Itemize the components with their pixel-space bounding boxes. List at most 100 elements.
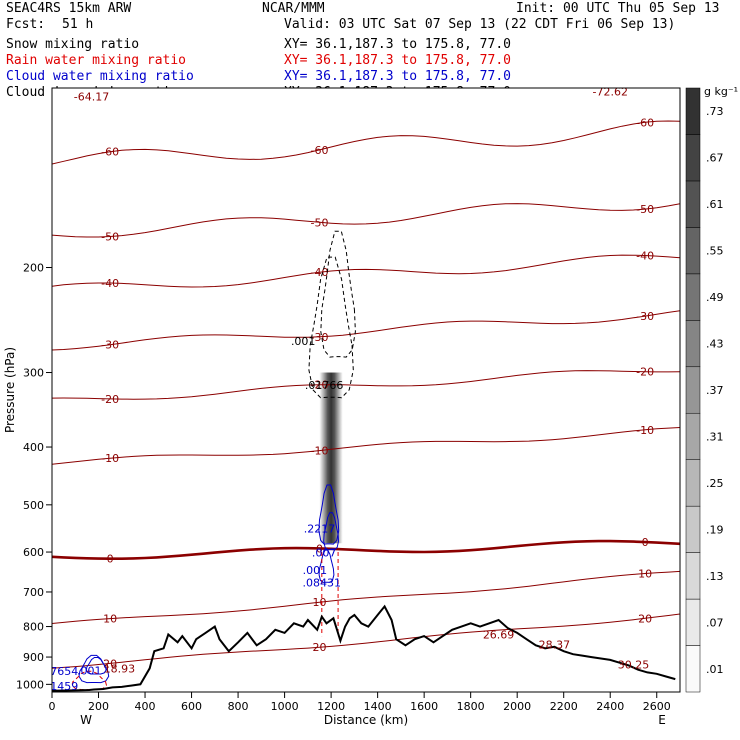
isotherm-label: 20: [312, 641, 326, 654]
cloud-water-contour: [85, 657, 107, 675]
isotherm-label: 10: [103, 613, 117, 626]
maximum-label: .01459: [40, 680, 79, 693]
isotherm-label: -40: [636, 250, 654, 263]
colorbar-label: .61: [706, 198, 724, 211]
isotherm-line: [52, 613, 680, 669]
x-tick-label: 600: [181, 700, 202, 713]
west-endpoint-label: W: [80, 713, 92, 727]
isotherm-label: -20: [101, 393, 119, 406]
isotherm-line: [52, 370, 680, 400]
colorbar-label: .55: [706, 245, 724, 258]
plot-area: [52, 88, 680, 692]
isotherm-label: -50: [310, 216, 328, 229]
colorbar-unit: g kg⁻¹: [704, 85, 738, 98]
isotherm-label: -20: [636, 366, 654, 379]
colorbar-swatch: [685, 552, 701, 600]
x-tick-label: 2400: [596, 700, 624, 713]
x-tick-label: 1600: [410, 700, 438, 713]
isotherm-label: 20: [103, 657, 117, 670]
valid-time: Valid: 03 UTC Sat 07 Sep 13 (22 CDT Fri …: [284, 17, 675, 32]
forecast-label: Fcst:: [6, 17, 45, 32]
y-tick-label: 500: [23, 499, 44, 512]
legend-entry-xy: XY= 36.1,187.3 to 175.8, 77.0: [284, 37, 511, 52]
x-tick-label: 0: [49, 700, 56, 713]
colorbar-label: .37: [706, 384, 724, 397]
isotherm-label: -50: [636, 203, 654, 216]
terrain-line: [52, 604, 676, 692]
east-endpoint-label: E: [658, 713, 666, 727]
init-time: Init: 00 UTC Thu 05 Sep 13: [516, 1, 720, 16]
x-tick-label: 200: [88, 700, 109, 713]
maximum-label: -64.17: [74, 91, 109, 104]
x-tick-label: 400: [135, 700, 156, 713]
legend-entry-xy: XY= 36.1,187.3 to 175.8, 77.0: [284, 69, 511, 84]
y-tick-label: 400: [23, 441, 44, 454]
colorbar: .01 .07 .13 .19 .25 .31 .37 .43 .49 .55 .61 .67 .73: [685, 87, 724, 693]
colorbar-swatch: [685, 598, 701, 646]
isotherm-label: -60: [636, 116, 654, 129]
isotherm-label: 0: [107, 553, 114, 566]
legend-entry-xy: XY= 36.1,187.3 to 175.8, 77.0: [284, 53, 511, 68]
isotherm-label: -10: [101, 452, 119, 465]
isotherm-line: [52, 427, 680, 465]
x-tick-label: 1400: [364, 700, 392, 713]
isotherm-line: [52, 254, 680, 288]
isotherm-line: [52, 310, 680, 351]
x-tick-label: 2200: [550, 700, 578, 713]
colorbar-swatch: [685, 645, 701, 693]
org-title: NCAR/MMM: [262, 1, 325, 16]
y-tick-label: 200: [23, 262, 44, 275]
isotherm-label: -60: [101, 146, 119, 159]
colorbar-swatch: [685, 134, 701, 182]
isotherm-label: -30: [310, 331, 328, 344]
colorbar-label: .31: [706, 430, 724, 443]
isotherm-label: -50: [101, 231, 119, 244]
colorbar-swatch: [685, 180, 701, 228]
colorbar-label: .67: [706, 152, 724, 165]
isotherm-line: [52, 539, 680, 560]
plot-frame: [51, 87, 681, 693]
isotherm-label: -20: [310, 379, 328, 392]
maximum-label: .01766: [305, 379, 344, 392]
y-tick-label: 800: [23, 621, 44, 634]
isotherm-label: -10: [636, 424, 654, 437]
ice-snow-column: [319, 372, 343, 544]
maximum-label: .08431: [303, 576, 342, 589]
colorbar-label: .19: [706, 523, 724, 536]
legend-entry-name: Cloud water mixing ratio: [6, 69, 194, 84]
cloud-ice-contour: [308, 256, 354, 399]
isotherm-line: [52, 120, 680, 165]
colorbar-swatch: [685, 227, 701, 275]
maximum-label: 1.7654: [40, 665, 79, 678]
isotherm-label: 10: [638, 568, 652, 581]
colorbar-swatch: [685, 320, 701, 368]
temperature-contours: -60 -60 -60 -50 -50 -50 -40 -40 -40 -30 -30 -30 -20 -…: [52, 116, 680, 670]
x-tick-label: 2000: [503, 700, 531, 713]
y-tick-label: 300: [23, 367, 44, 380]
isotherm-label: -10: [310, 445, 328, 458]
x-tick-label: 2600: [643, 700, 671, 713]
colorbar-label: .25: [706, 477, 724, 490]
cloud-water-contour: [323, 512, 340, 551]
maximum-label: 18.93: [104, 662, 136, 675]
maximum-label: .2217: [304, 522, 336, 535]
maximum-label: .001: [291, 335, 316, 348]
colorbar-swatch: [685, 273, 701, 321]
colorbar-label: .13: [706, 570, 724, 583]
hydrometeor-contours: [71, 230, 356, 691]
isotherm-label: -60: [310, 144, 328, 157]
isotherm-label: 20: [638, 612, 652, 625]
model-title: SEAC4RS 15km ARW: [6, 1, 131, 16]
y-axis: 200 300 400 500 600 700 800 900 1000: [16, 262, 52, 691]
isotherm-label: -40: [310, 266, 328, 279]
y-axis-label: Pressure (hPa): [3, 347, 17, 433]
colorbar-swatch: [685, 459, 701, 507]
colorbar-swatch: [685, 412, 701, 460]
y-tick-label: 900: [23, 651, 44, 664]
y-tick-label: 600: [23, 546, 44, 559]
maximum-label: 28.37: [539, 638, 571, 651]
maxima-labels: -64.17 -72.6226.6928.3730.2518.93.001.017…: [40, 88, 649, 693]
maximum-label: .001: [77, 664, 102, 677]
maximum-label: .001: [303, 564, 328, 577]
